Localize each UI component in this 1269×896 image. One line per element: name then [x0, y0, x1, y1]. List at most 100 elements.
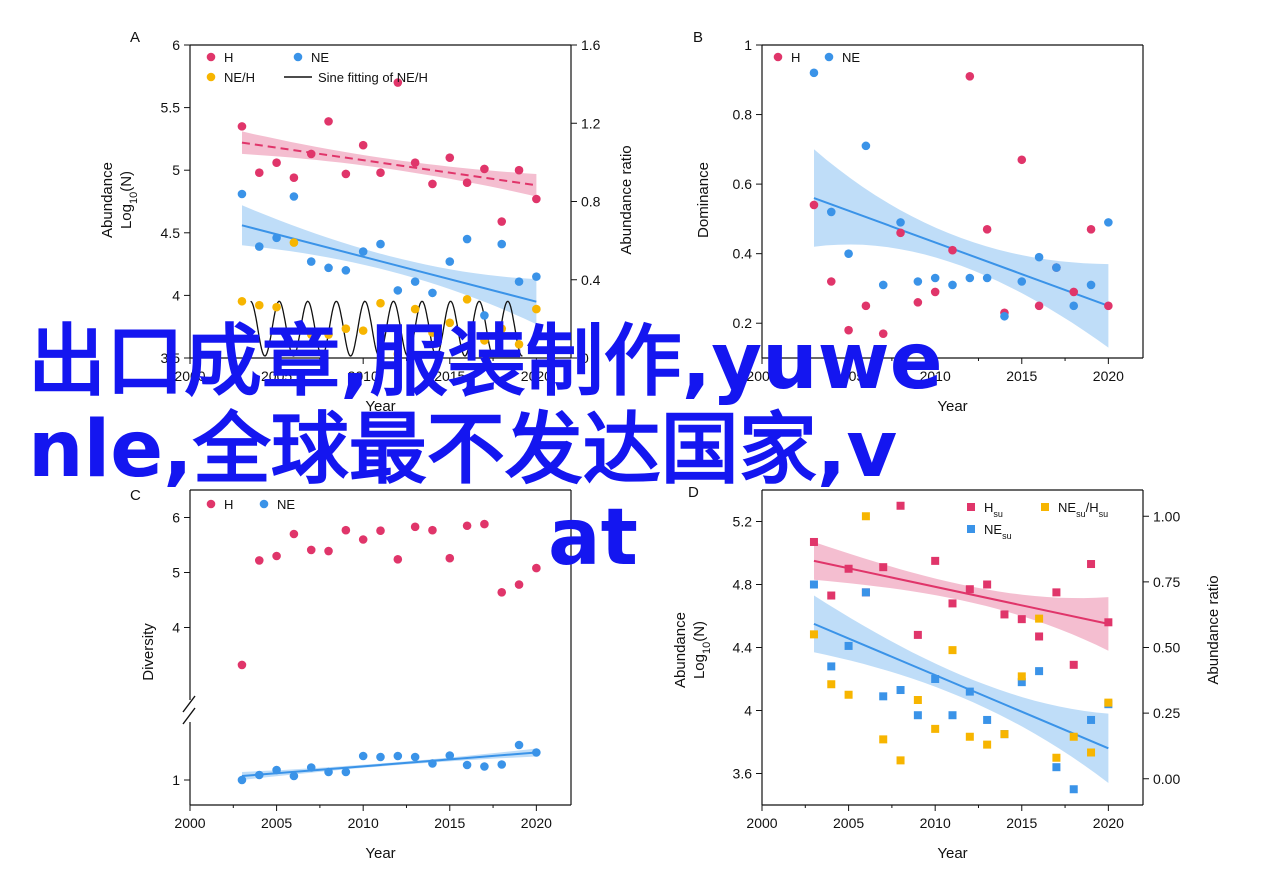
data-point-NE — [930, 273, 940, 283]
y-tick-label: 4.5 — [161, 225, 181, 241]
legend-sine-fit-label: Sine fitting of NE/H — [318, 70, 428, 85]
data-point-H — [393, 555, 403, 564]
sine-fit-curve — [250, 300, 523, 357]
data-point-H — [532, 563, 541, 573]
data-point-H — [306, 149, 316, 159]
y-tick-label: 0.2 — [733, 315, 753, 331]
data-point-Hsu — [983, 580, 992, 589]
y2-tick-label: 1.00 — [1153, 508, 1180, 524]
data-point-H — [324, 117, 333, 126]
data-point-NE — [861, 141, 871, 151]
x-tick-label: 2005 — [833, 368, 864, 384]
data-point-H — [809, 200, 819, 210]
legend-NEsu-Hsu-label-part: su — [1076, 509, 1086, 519]
data-point-NE — [358, 751, 368, 761]
y2-tick-label: 0.8 — [581, 194, 601, 210]
data-point-NE — [1104, 218, 1113, 227]
data-point-NE — [358, 247, 368, 256]
y2-tick-label: 0 — [581, 350, 589, 366]
x-tick-label: 2000 — [746, 368, 777, 384]
y-tick-label: 4 — [172, 620, 180, 636]
y-tick-label: 1 — [172, 772, 180, 788]
x-axis-label: Year — [937, 398, 967, 415]
fit-line-H — [241, 141, 537, 187]
data-point-NEsu/Hsu — [1035, 614, 1044, 623]
data-point-H — [948, 245, 957, 255]
data-point-NE — [1017, 277, 1027, 286]
legend-NEsu-Hsu-label-part: NE — [1058, 500, 1076, 515]
data-point-H — [514, 165, 524, 175]
y2-tick-label: 0.00 — [1153, 771, 1180, 787]
data-point-H — [913, 298, 923, 307]
y-axis-label: Dominance — [695, 162, 712, 238]
data-point-H — [410, 158, 420, 167]
y2-tick-label: 1.2 — [581, 115, 601, 131]
data-point-NE — [393, 286, 403, 295]
data-point-H — [497, 588, 507, 597]
y-axis-label: Abundance — [99, 162, 116, 238]
data-point-NE — [428, 288, 437, 298]
fit-band-Hsu — [814, 542, 1109, 651]
data-point-NEsu — [948, 711, 957, 720]
data-point-H — [272, 551, 281, 561]
legend-NEsu-Hsu-label: NEsu/Hsu — [1058, 500, 1108, 519]
data-point-NE — [393, 751, 403, 761]
chart-panel-C: C 4 5 6 1 2000 2005 2010 2015 2020 Year Diversity H N… — [130, 487, 572, 862]
y2-axis-label: Abundance ratio — [1205, 575, 1222, 684]
data-point-Hsu — [1087, 560, 1096, 569]
y2-tick-label: 0.50 — [1153, 640, 1180, 656]
data-point-H — [896, 228, 905, 238]
x-axis-label: Year — [365, 845, 395, 862]
x-tick-label: 2015 — [1006, 815, 1037, 831]
data-point-H — [254, 556, 264, 565]
legend-Hsu-label-part: su — [993, 509, 1003, 519]
data-point-NEsu/Hsu — [913, 696, 922, 704]
x-tick-label: 2005 — [261, 368, 292, 384]
y-axis-label: Diversity — [140, 623, 157, 681]
y-tick-label: 6 — [172, 510, 180, 526]
fit-line-NE — [241, 751, 537, 777]
y-axis-label-line: Abundance — [99, 162, 116, 238]
data-point-NE — [324, 263, 333, 273]
y-tick-label: 5 — [172, 162, 180, 178]
data-point-H — [428, 179, 437, 189]
data-point-NE — [254, 242, 264, 251]
data-point-NE — [1034, 252, 1044, 262]
data-point-H — [930, 287, 940, 297]
x-tick-label: 2015 — [434, 815, 465, 831]
data-point-H — [306, 545, 316, 555]
data-point-NE — [410, 752, 420, 762]
data-point-NE — [306, 763, 316, 772]
data-point-NE/H — [497, 324, 507, 333]
data-point-NE/H — [514, 340, 524, 349]
y2-axis-label: Abundance ratio — [618, 145, 635, 254]
legend-Hsu-swatch — [967, 503, 975, 511]
fit-line-Hsu — [813, 559, 1109, 625]
data-point-NE/H — [289, 238, 299, 247]
data-point-NEsu/Hsu — [1000, 730, 1009, 739]
data-point-Hsu — [827, 591, 836, 600]
data-point-NE — [254, 770, 264, 780]
data-point-NE/H — [272, 302, 281, 312]
legend-H-swatch — [206, 52, 216, 62]
x-tick-label: 2000 — [746, 815, 777, 831]
fit-band-NEsu — [814, 595, 1109, 783]
data-point-NE — [445, 257, 455, 266]
data-point-NEsu/Hsu — [1104, 698, 1113, 707]
x-tick-label: 2010 — [920, 368, 951, 384]
data-point-Hsu — [913, 630, 922, 639]
data-point-NE — [913, 277, 923, 286]
data-point-H — [462, 178, 472, 188]
data-point-Hsu — [896, 501, 905, 510]
data-point-NE — [878, 280, 888, 290]
y-tick-label: 4.4 — [733, 640, 753, 656]
data-point-NE/H — [410, 304, 420, 314]
y2-tick-label: 0.75 — [1153, 574, 1180, 590]
y-axis-label: Abundance — [672, 612, 689, 688]
data-point-NE — [497, 760, 507, 769]
legend-NEsu-label: NEsu — [984, 522, 1012, 541]
data-point-NE — [480, 311, 489, 320]
fit-band-NE — [242, 205, 537, 325]
y-axis-label-line: Diversity — [140, 623, 157, 681]
